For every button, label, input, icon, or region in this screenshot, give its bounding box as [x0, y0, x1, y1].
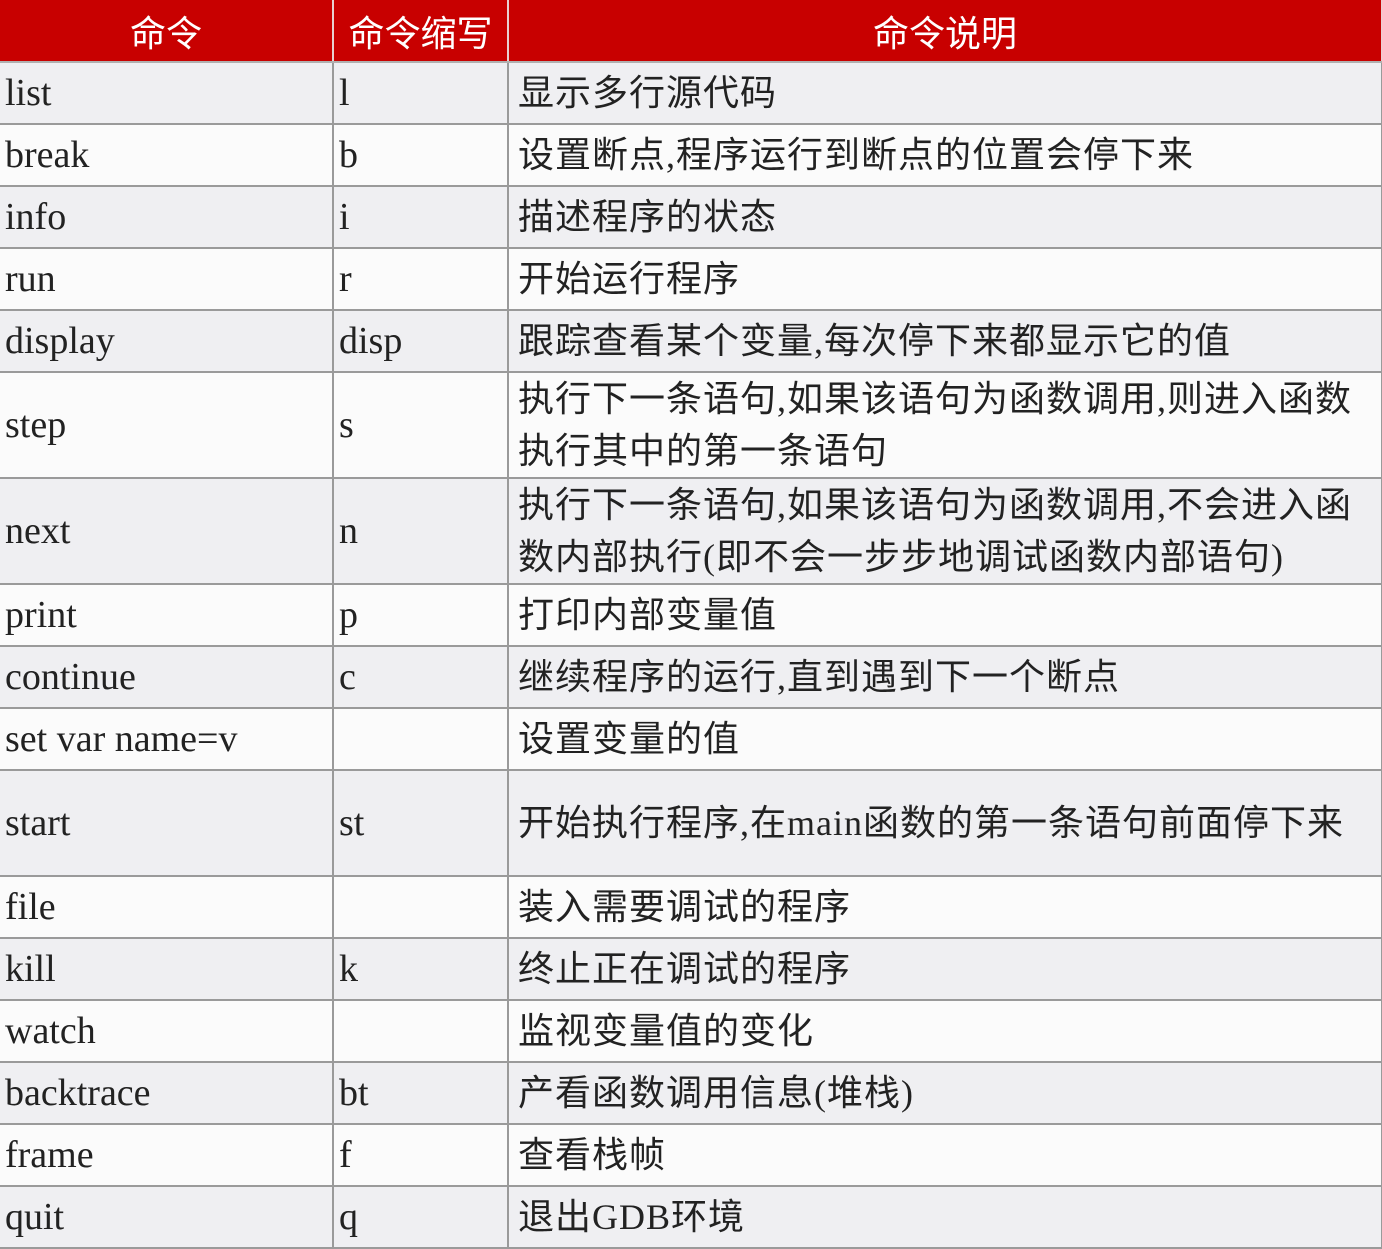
command-cell: step [0, 371, 334, 479]
table-row: info i 描述程序的状态 [0, 185, 1382, 249]
table-row: break b 设置断点,程序运行到断点的位置会停下来 [0, 123, 1382, 187]
abbr-cell: l [333, 61, 509, 125]
abbr-cell: p [333, 583, 509, 647]
table-row: kill k 终止正在调试的程序 [0, 937, 1382, 1001]
header-abbr: 命令缩写 [333, 0, 509, 63]
abbr-cell: k [333, 937, 509, 1001]
table-row: set var name=v 设置变量的值 [0, 707, 1382, 771]
description-cell: 终止正在调试的程序 [508, 937, 1382, 1001]
table-row: run r 开始运行程序 [0, 247, 1382, 311]
abbr-cell: b [333, 123, 509, 187]
table-row: file 装入需要调试的程序 [0, 875, 1382, 939]
command-cell: file [0, 875, 334, 939]
description-cell: 打印内部变量值 [508, 583, 1382, 647]
table-row: print p 打印内部变量值 [0, 583, 1382, 647]
description-cell: 显示多行源代码 [508, 61, 1382, 125]
abbr-cell: disp [333, 309, 509, 373]
table-row: continue c 继续程序的运行,直到遇到下一个断点 [0, 645, 1382, 709]
description-cell: 设置变量的值 [508, 707, 1382, 771]
command-cell: info [0, 185, 334, 249]
command-cell: frame [0, 1123, 334, 1187]
description-cell: 跟踪查看某个变量,每次停下来都显示它的值 [508, 309, 1382, 373]
abbr-cell [333, 999, 509, 1063]
command-cell: run [0, 247, 334, 311]
abbr-cell: f [333, 1123, 509, 1187]
abbr-cell: r [333, 247, 509, 311]
command-cell: kill [0, 937, 334, 1001]
command-cell: backtrace [0, 1061, 334, 1125]
abbr-cell: st [333, 769, 509, 877]
abbr-cell: n [333, 477, 509, 585]
command-cell: quit [0, 1185, 334, 1249]
abbr-cell: q [333, 1185, 509, 1249]
abbr-cell: i [333, 185, 509, 249]
description-cell: 查看栈帧 [508, 1123, 1382, 1187]
command-cell: next [0, 477, 334, 585]
abbr-cell [333, 875, 509, 939]
abbr-cell: c [333, 645, 509, 709]
table-row: list l 显示多行源代码 [0, 61, 1382, 125]
command-cell: display [0, 309, 334, 373]
abbr-cell: s [333, 371, 509, 479]
command-cell: start [0, 769, 334, 877]
description-cell: 继续程序的运行,直到遇到下一个断点 [508, 645, 1382, 709]
header-row: 命令 命令缩写 命令说明 [0, 0, 1382, 63]
command-cell: continue [0, 645, 334, 709]
description-cell: 执行下一条语句,如果该语句为函数调用,不会进入函数内部执行(即不会一步步地调试函… [508, 477, 1382, 585]
description-cell: 装入需要调试的程序 [508, 875, 1382, 939]
table-row: backtrace bt 产看函数调用信息(堆栈) [0, 1061, 1382, 1125]
description-cell: 描述程序的状态 [508, 185, 1382, 249]
abbr-cell: bt [333, 1061, 509, 1125]
table-row: next n 执行下一条语句,如果该语句为函数调用,不会进入函数内部执行(即不会一步… [0, 477, 1382, 585]
description-cell: 监视变量值的变化 [508, 999, 1382, 1063]
header-command: 命令 [0, 0, 334, 63]
description-cell: 执行下一条语句,如果该语句为函数调用,则进入函数执行其中的第一条语句 [508, 371, 1382, 479]
table-row: display disp 跟踪查看某个变量,每次停下来都显示它的值 [0, 309, 1382, 373]
description-cell: 开始执行程序,在main函数的第一条语句前面停下来 [508, 769, 1382, 877]
header-desc: 命令说明 [508, 0, 1382, 63]
command-cell: list [0, 61, 334, 125]
table-row: quit q 退出GDB环境 [0, 1185, 1382, 1249]
command-cell: print [0, 583, 334, 647]
table-row: watch 监视变量值的变化 [0, 999, 1382, 1063]
table-row: frame f 查看栈帧 [0, 1123, 1382, 1187]
table-row: start st 开始执行程序,在main函数的第一条语句前面停下来 [0, 769, 1382, 877]
abbr-cell [333, 707, 509, 771]
command-cell: watch [0, 999, 334, 1063]
description-cell: 设置断点,程序运行到断点的位置会停下来 [508, 123, 1382, 187]
command-cell: break [0, 123, 334, 187]
command-cell: set var name=v [0, 707, 334, 771]
description-cell: 开始运行程序 [508, 247, 1382, 311]
table-row: step s 执行下一条语句,如果该语句为函数调用,则进入函数执行其中的第一条语句 [0, 371, 1382, 479]
description-cell: 产看函数调用信息(堆栈) [508, 1061, 1382, 1125]
description-cell: 退出GDB环境 [508, 1185, 1382, 1249]
